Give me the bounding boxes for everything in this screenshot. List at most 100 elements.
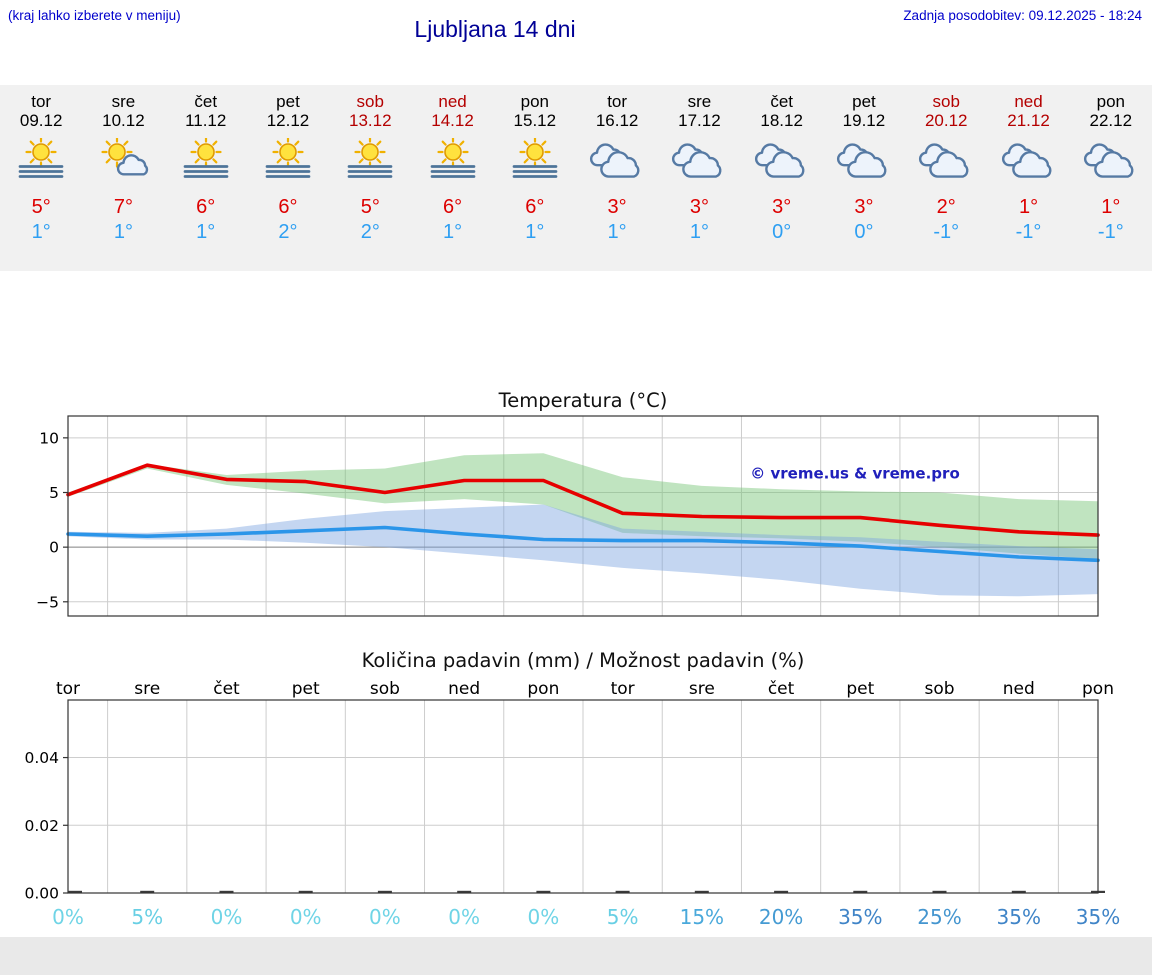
day-max-temp: 6° [525, 196, 545, 218]
precip-day-label: sre [134, 679, 160, 699]
precip-probability: 0% [290, 905, 322, 929]
precip-bar [68, 890, 82, 893]
precip-day-label: tor [56, 679, 80, 699]
precip-probability: 35% [1076, 905, 1120, 929]
forecast-day: pet 12.12 6° 2° [247, 85, 329, 271]
forecast-day: pon 22.12 1° -1° [1070, 85, 1152, 271]
day-date: 09.12 [19, 111, 63, 130]
precip-y-tick-label: 0.02 [24, 817, 59, 835]
forecast-day: ned 21.12 1° -1° [987, 85, 1069, 271]
day-min-temp: -1° [1097, 221, 1124, 243]
day-date: 15.12 [513, 111, 557, 130]
precip-bar [219, 890, 234, 893]
precip-probability: 35% [838, 905, 882, 929]
plot-border [67, 415, 1099, 617]
max-temperature-line [66, 463, 1100, 537]
cloudy-icon [587, 138, 647, 184]
temperature-range-band [68, 453, 1098, 560]
day-name: tor [31, 92, 52, 111]
day-date: 10.12 [102, 111, 145, 130]
day-date: 16.12 [595, 111, 639, 130]
day-date: 11.12 [185, 111, 227, 130]
precip-probability: 0% [211, 905, 243, 929]
location-hint: (kraj lahko izberete v meniju) [8, 8, 181, 23]
day-min-temp: 1° [689, 221, 709, 243]
precipitation-chart: tor sre čet pet sob ned pon tor sre čet pet sob ned p… [24, 679, 1120, 929]
day-max-temp: 6° [278, 196, 298, 218]
precip-probability: 25% [917, 905, 961, 929]
sun-fog-icon [258, 136, 318, 184]
watermark-link[interactable]: © vreme.us & vreme.pro [750, 464, 960, 482]
precip-probability: 20% [759, 905, 803, 929]
cloudy-icon [834, 138, 894, 184]
precip-day-label: sob [925, 679, 955, 699]
page-title: Ljubljana 14 dni [414, 16, 576, 42]
precip-day-label: sob [370, 679, 400, 699]
day-max-temp: 5° [360, 196, 380, 218]
day-max-temp: 2° [936, 196, 956, 218]
day-max-temp: 1° [1018, 196, 1039, 218]
precip-probability: 5% [607, 905, 639, 929]
min-temperature-line [66, 525, 1100, 563]
day-max-temp: 6° [196, 196, 216, 218]
day-min-temp: 2° [278, 221, 298, 243]
day-max-temp: 1° [1101, 196, 1121, 218]
day-name: čet [770, 92, 794, 111]
forecast-strip: tor 09.12 5° 1° sre 10.12 7° 1° čet 11.12 6° 1° pet 1… [0, 85, 1152, 271]
precip-day-label: čet [213, 679, 240, 699]
day-date: 14.12 [431, 111, 474, 130]
precip-day-label: pet [292, 679, 320, 699]
day-min-temp: -1° [1015, 221, 1042, 243]
forecast-day: tor 09.12 5° 1° [0, 85, 82, 271]
precip-y-tick-label: 0.04 [24, 749, 59, 767]
day-name: ned [1014, 92, 1043, 111]
day-name: pon [520, 92, 550, 111]
day-date: 17.12 [678, 111, 721, 130]
day-min-temp: 1° [196, 221, 216, 243]
cloudy-icon [916, 138, 976, 184]
precip-probability: 15% [680, 905, 724, 929]
day-min-temp: 1° [113, 221, 133, 243]
sun-fog-icon [505, 136, 565, 184]
forecast-day: čet 11.12 6° 1° [165, 85, 247, 271]
precip-bar [694, 890, 709, 893]
precip-probability: 0% [448, 905, 480, 929]
precip-probability: 35% [997, 905, 1041, 929]
forecast-day: tor 16.12 3° 1° [576, 85, 658, 271]
forecast-day: sob 13.12 5° 2° [329, 85, 411, 271]
precip-y-tick-label: 0.00 [24, 885, 59, 903]
day-min-temp: 1° [31, 221, 51, 243]
cloudy-icon [999, 138, 1059, 184]
forecast-day: sob 20.12 2° -1° [905, 85, 987, 271]
sun-fog-icon [176, 136, 236, 184]
day-max-temp: 3° [607, 196, 627, 218]
temp-y-tick-label: 0 [49, 539, 59, 557]
forecast-day: sre 17.12 3° 1° [658, 85, 740, 271]
day-min-temp: 2° [360, 221, 380, 243]
day-name: sob [932, 92, 960, 111]
precip-bar [615, 890, 630, 893]
precip-bar [774, 890, 789, 893]
day-min-temp: 1° [525, 221, 545, 243]
forecast-day: pon 15.12 6° 1° [494, 85, 576, 271]
forecast-day: pet 19.12 3° 0° [823, 85, 905, 271]
sun-fog-icon [11, 136, 71, 184]
forecast-day: čet 18.12 3° 0° [741, 85, 823, 271]
precip-day-label: čet [768, 679, 795, 699]
forecast-day: sre 10.12 7° 1° [82, 85, 164, 271]
day-date: 21.12 [1007, 111, 1050, 130]
day-max-temp: 7° [113, 196, 133, 218]
precip-day-label: sre [689, 679, 715, 699]
precip-bar [457, 890, 472, 893]
day-min-temp: 1° [607, 221, 627, 243]
precip-bar [140, 890, 155, 893]
precip-day-label: ned [448, 679, 480, 699]
temperature-chart-title: Temperatura (°C) [498, 389, 668, 412]
precip-day-label: pon [1082, 679, 1114, 699]
forecast-day: ned 14.12 6° 1° [411, 85, 493, 271]
day-date: 22.12 [1089, 111, 1133, 130]
temp-y-tick-label: 5 [49, 484, 59, 502]
day-max-temp: 3° [689, 196, 709, 218]
footer-strip [0, 937, 1152, 975]
precip-bar [377, 890, 392, 893]
